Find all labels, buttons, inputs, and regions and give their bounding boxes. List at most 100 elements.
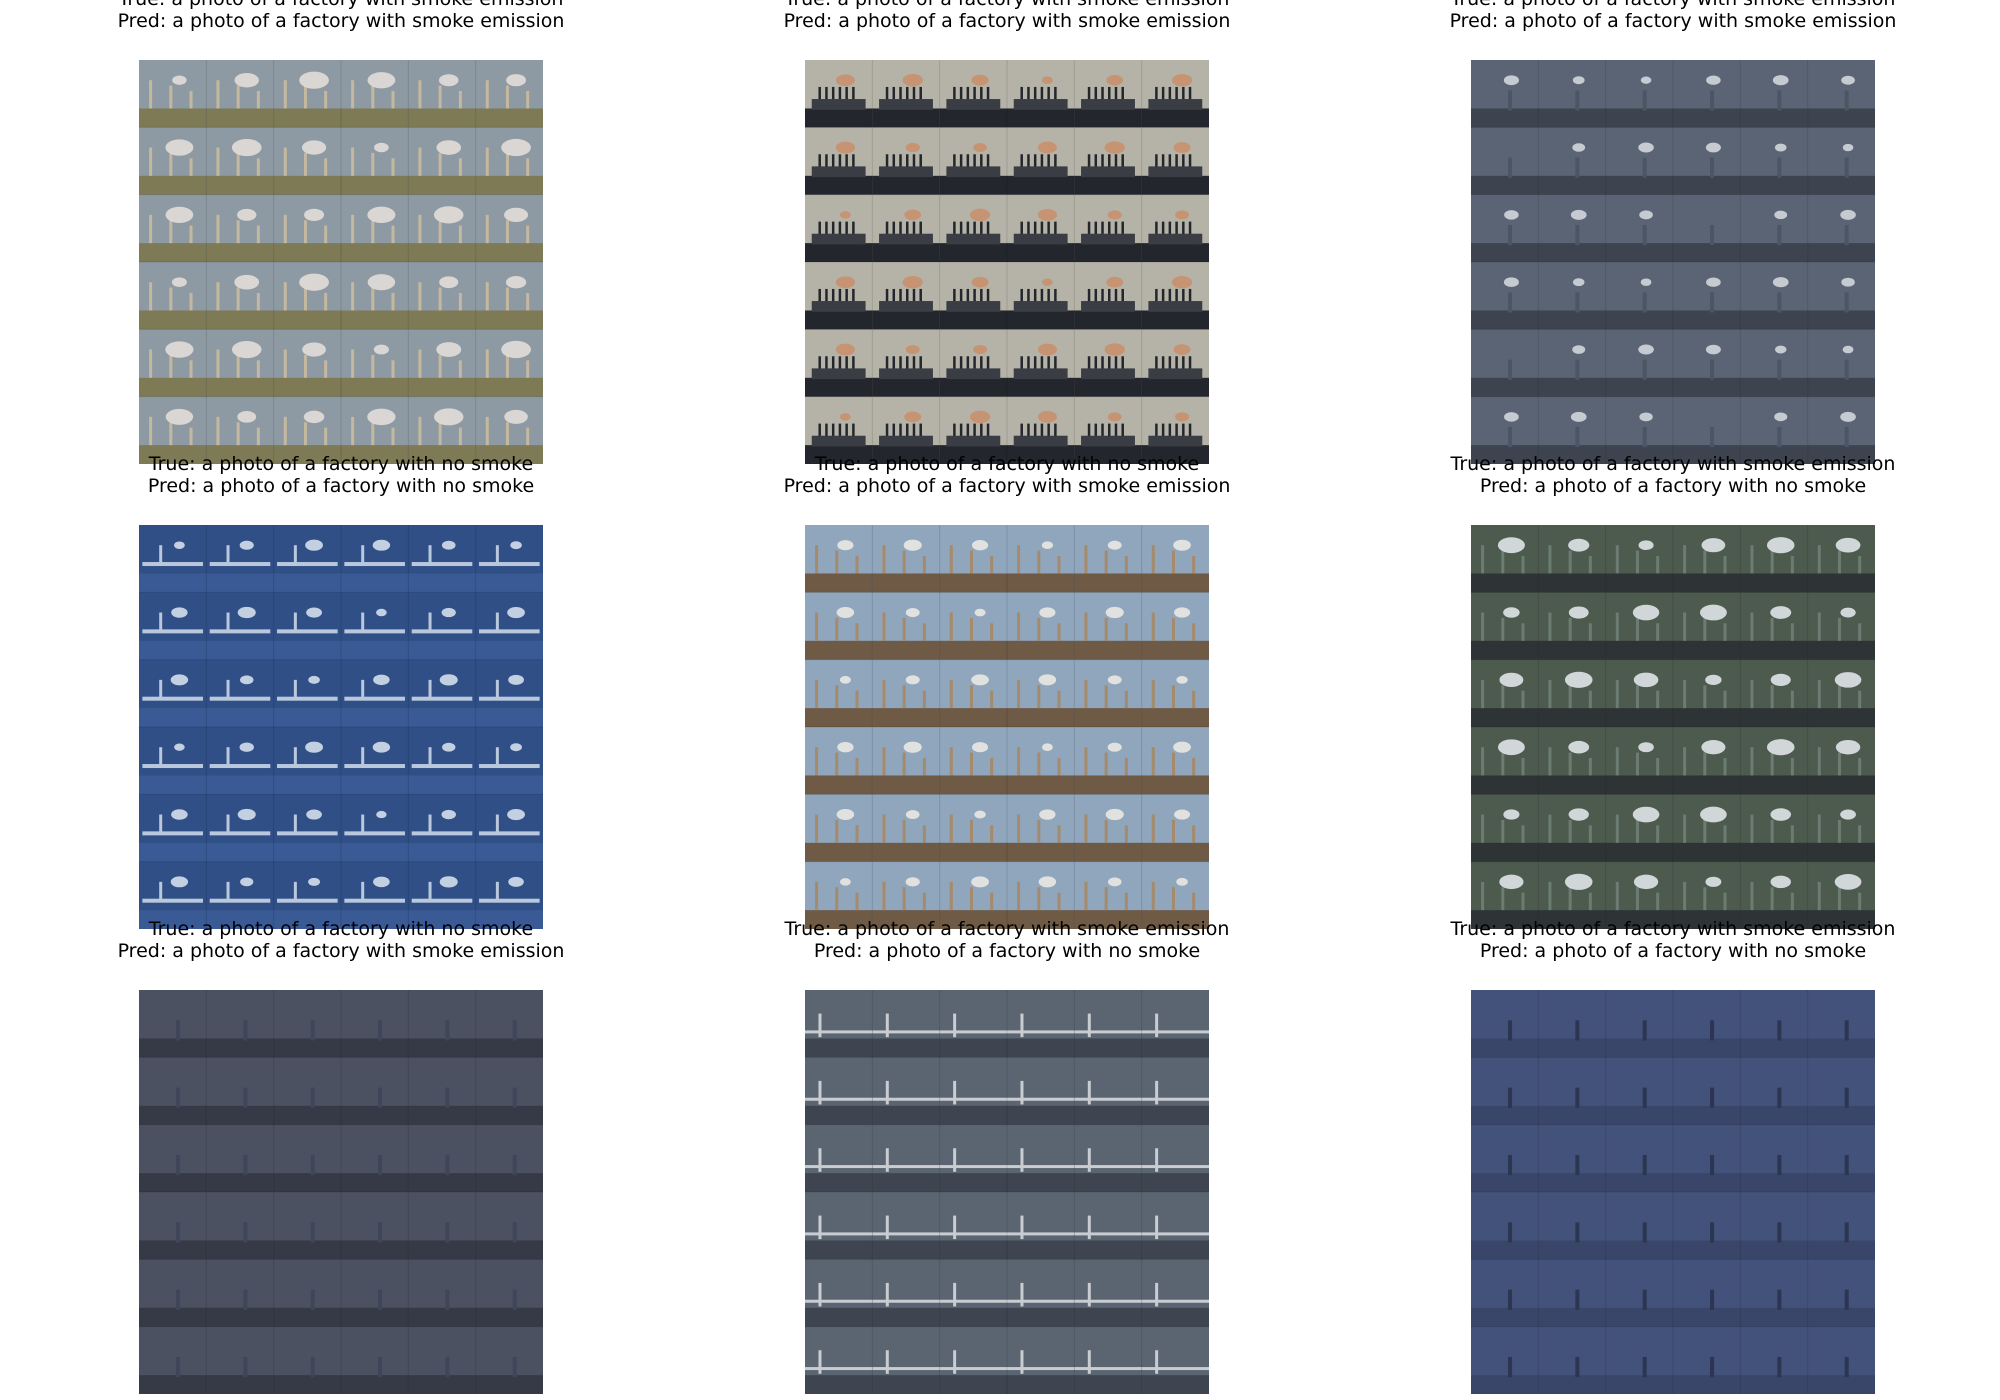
video-frame — [939, 60, 1008, 128]
video-frame — [1007, 396, 1075, 464]
video-frame — [1807, 60, 1875, 128]
video-frame — [805, 1259, 873, 1328]
video-frame — [139, 127, 207, 196]
video-frame — [341, 1124, 409, 1193]
video-frame — [1538, 861, 1607, 929]
video-frame — [475, 525, 543, 593]
video-frame — [1471, 659, 1539, 728]
video-frame — [206, 1326, 275, 1394]
pred-label: Pred: a photo of a factory with no smoke — [147, 475, 535, 497]
video-frame — [1471, 1124, 1539, 1193]
video-frame — [1740, 659, 1809, 728]
video-frame — [805, 1326, 873, 1394]
video-frame — [1605, 794, 1674, 863]
video-frame — [206, 1057, 275, 1126]
video-frame — [1141, 1259, 1209, 1328]
video-frame — [341, 794, 409, 863]
video-frame — [872, 1057, 941, 1126]
video-frame — [1074, 396, 1143, 464]
video-frame — [1074, 60, 1143, 128]
video-frame — [1605, 1326, 1674, 1394]
video-frame — [1471, 127, 1539, 196]
video-frame — [1007, 262, 1075, 330]
video-frame — [1007, 990, 1075, 1058]
video-frame — [1141, 794, 1209, 863]
video-frame — [139, 525, 207, 593]
video-frame — [1807, 262, 1875, 330]
video-frame — [1538, 592, 1607, 661]
video-frame — [1740, 794, 1809, 863]
video-frame — [1740, 1326, 1809, 1394]
video-frame — [1673, 794, 1741, 863]
video-frame — [1074, 592, 1143, 661]
video-frame — [1605, 194, 1674, 263]
video-frame — [1471, 1326, 1539, 1394]
video-frame — [1538, 525, 1607, 593]
video-frame — [1538, 1057, 1607, 1126]
video-frame — [1807, 1326, 1875, 1394]
video-frame — [475, 861, 543, 929]
video-frame — [1074, 794, 1143, 863]
video-frame — [408, 659, 477, 728]
video-frame — [1007, 329, 1075, 398]
video-frame — [206, 329, 275, 398]
video-frame — [1007, 727, 1075, 795]
video-frame — [1538, 1124, 1607, 1193]
pred-label: Pred: a photo of a factory with no smoke — [1479, 940, 1867, 962]
video-frame — [872, 194, 941, 263]
video-frame — [206, 1259, 275, 1328]
video-frame — [939, 794, 1008, 863]
frame-mosaic — [139, 525, 543, 929]
video-frame — [1740, 127, 1809, 196]
video-frame — [872, 525, 941, 593]
true-label: True: a photo of a factory with no smoke — [148, 453, 534, 475]
video-frame — [1007, 194, 1075, 263]
video-frame — [475, 727, 543, 795]
video-frame — [1074, 659, 1143, 728]
video-frame — [341, 60, 409, 128]
video-frame — [139, 194, 207, 263]
video-frame — [939, 1124, 1008, 1193]
video-frame — [872, 727, 941, 795]
video-frame — [1074, 1259, 1143, 1328]
true-label: True: a photo of a factory with smoke em… — [784, 918, 1230, 940]
video-frame — [1007, 1192, 1075, 1260]
frame-mosaic — [805, 990, 1209, 1394]
video-frame — [139, 1326, 207, 1394]
video-frame — [1538, 727, 1607, 795]
video-frame — [1740, 1124, 1809, 1193]
video-frame — [872, 659, 941, 728]
video-frame — [475, 396, 543, 464]
video-frame — [1471, 592, 1539, 661]
video-frame — [408, 1057, 477, 1126]
video-frame — [1007, 1259, 1075, 1328]
video-frame — [939, 1057, 1008, 1126]
video-frame — [1074, 525, 1143, 593]
video-frame — [1141, 592, 1209, 661]
video-frame — [805, 659, 873, 728]
video-frame — [805, 127, 873, 196]
video-frame — [273, 990, 342, 1058]
video-frame — [872, 990, 941, 1058]
video-frame — [206, 262, 275, 330]
video-frame — [408, 396, 477, 464]
video-frame — [273, 262, 342, 330]
pred-label: Pred: a photo of a factory with smoke em… — [117, 940, 565, 962]
video-frame — [273, 1124, 342, 1193]
video-frame — [1605, 1057, 1674, 1126]
video-frame — [1740, 1259, 1809, 1328]
video-frame — [139, 1192, 207, 1260]
frame-mosaic — [139, 990, 543, 1394]
video-frame — [408, 60, 477, 128]
true-label: True: a photo of a factory with smoke em… — [665, 0, 1349, 10]
frame-mosaic — [805, 60, 1209, 464]
video-frame — [139, 990, 207, 1058]
video-frame — [408, 794, 477, 863]
video-frame — [1074, 990, 1143, 1058]
video-frame — [408, 1192, 477, 1260]
video-frame — [805, 396, 873, 464]
video-frame — [139, 262, 207, 330]
video-frame — [139, 329, 207, 398]
video-frame — [1673, 525, 1741, 593]
video-frame — [872, 1124, 941, 1193]
